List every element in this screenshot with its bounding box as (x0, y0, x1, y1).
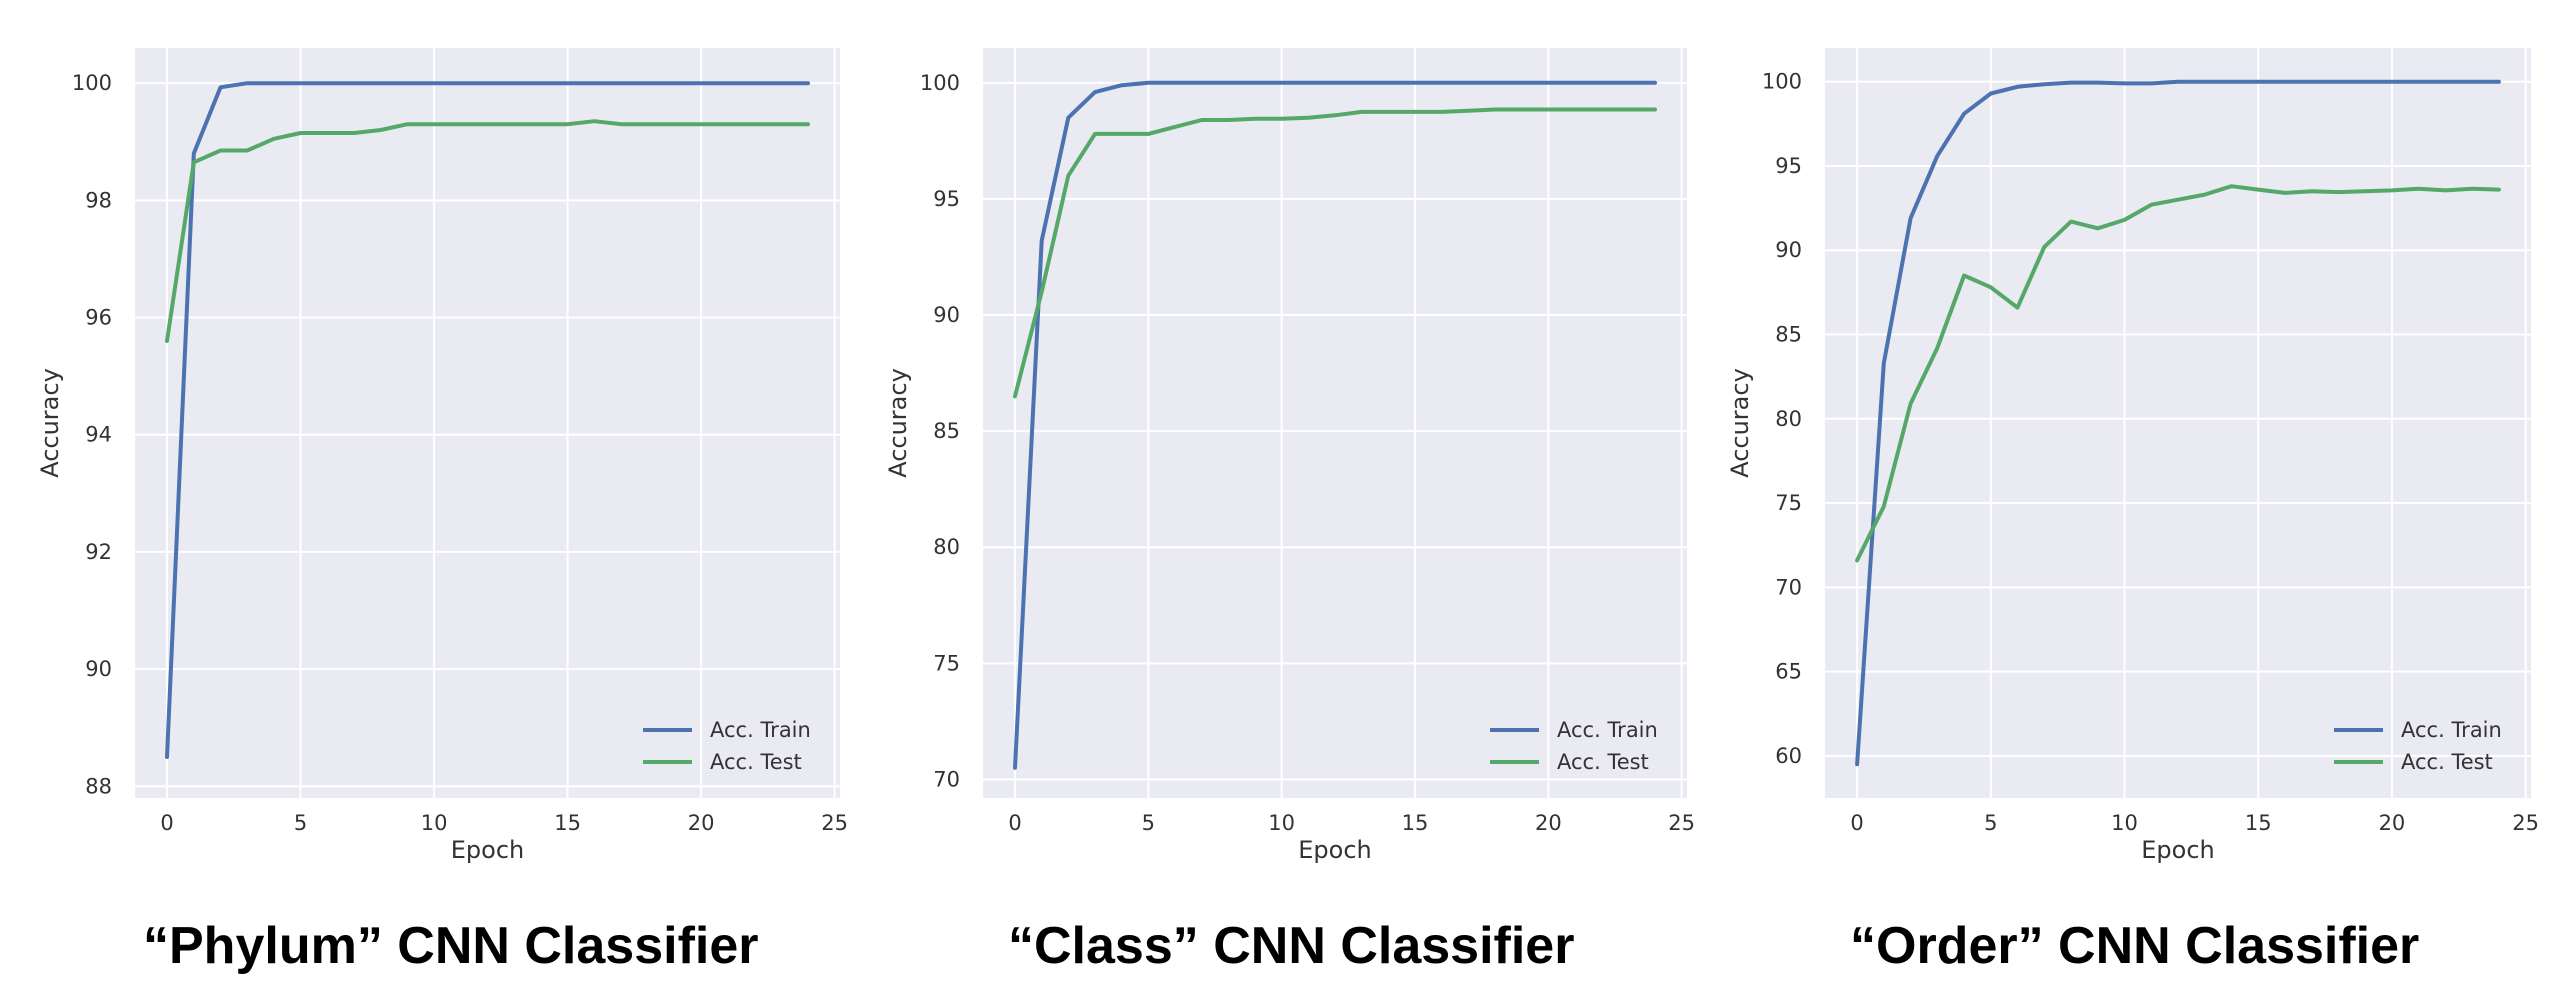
x-tick-label: 5 (1984, 811, 1997, 835)
chart-caption: “Class” CNN Classifier (1008, 917, 1574, 975)
legend: Acc. Train Acc. Test (2334, 718, 2502, 774)
legend: Acc. Train Acc. Test (1490, 718, 1658, 774)
y-tick-label: 94 (85, 423, 112, 447)
y-tick-label: 80 (1775, 407, 1802, 431)
chart-panel-2: 0 5 10 15 20 25 70 75 80 85 90 95 100 Epoch Accuracy Ac… (884, 48, 1695, 975)
y-tick-label: 80 (933, 535, 960, 559)
x-tick-label: 0 (1850, 811, 1863, 835)
plot-area (983, 48, 1687, 798)
x-tick-label: 15 (554, 811, 581, 835)
x-tick-label: 20 (2379, 811, 2406, 835)
legend-label: Acc. Test (710, 750, 802, 774)
x-tick-label: 10 (421, 811, 448, 835)
chart-caption: “Order” CNN Classifier (1850, 917, 2419, 975)
series-line-test (1855, 184, 2501, 563)
x-axis-label: Epoch (451, 836, 525, 864)
legend: Acc. Train Acc. Test (643, 718, 811, 774)
y-tick-label: 96 (85, 306, 112, 330)
legend-label: Acc. Test (1557, 750, 1649, 774)
x-tick-label: 20 (688, 811, 715, 835)
x-tick-label: 25 (2512, 811, 2539, 835)
x-tick-label: 5 (294, 811, 307, 835)
x-tick-label: 0 (1008, 811, 1021, 835)
x-axis-label: Epoch (2141, 836, 2215, 864)
y-axis-label: Accuracy (884, 368, 912, 478)
y-axis-label: Accuracy (1726, 368, 1754, 478)
y-tick-label: 98 (85, 188, 112, 212)
series-line-train (1013, 80, 1657, 770)
series-line-test (1013, 107, 1657, 399)
y-tick-label: 95 (1775, 154, 1802, 178)
x-tick-label: 15 (2245, 811, 2272, 835)
chart-caption: “Phylum” CNN Classifier (143, 917, 759, 975)
chart-panel-1: 0 5 10 15 20 25 88 90 92 94 96 98 100 Epoch Accuracy Ac… (36, 48, 848, 975)
legend-label: Acc. Train (2401, 718, 2502, 742)
y-tick-label: 100 (920, 71, 960, 95)
x-tick-label: 20 (1535, 811, 1562, 835)
y-tick-label: 100 (1762, 70, 1802, 94)
y-tick-label: 70 (1775, 575, 1802, 599)
y-tick-label: 60 (1775, 744, 1802, 768)
legend-label: Acc. Test (2401, 750, 2493, 774)
y-tick-label: 85 (933, 419, 960, 443)
y-tick-label: 100 (72, 71, 112, 95)
x-tick-label: 15 (1402, 811, 1429, 835)
x-tick-label: 5 (1142, 811, 1155, 835)
series-line-test (165, 119, 810, 343)
series-line-train (1855, 79, 2501, 767)
plot-area (135, 48, 840, 798)
y-tick-label: 90 (933, 303, 960, 327)
y-axis-label: Accuracy (36, 368, 64, 478)
y-tick-label: 85 (1775, 323, 1802, 347)
x-tick-label: 25 (1668, 811, 1695, 835)
legend-label: Acc. Train (710, 718, 811, 742)
y-tick-label: 65 (1775, 660, 1802, 684)
y-tick-label: 75 (933, 651, 960, 675)
y-tick-label: 90 (85, 657, 112, 681)
y-tick-label: 92 (85, 540, 112, 564)
series-line-train (165, 81, 810, 759)
legend-label: Acc. Train (1557, 718, 1658, 742)
y-tick-label: 88 (85, 774, 112, 798)
x-tick-label: 10 (2111, 811, 2138, 835)
x-tick-label: 25 (821, 811, 848, 835)
y-tick-label: 95 (933, 187, 960, 211)
x-tick-label: 10 (1268, 811, 1295, 835)
y-tick-label: 70 (933, 767, 960, 791)
x-axis-label: Epoch (1298, 836, 1372, 864)
y-tick-label: 90 (1775, 238, 1802, 262)
chart-panel-3: 0 5 10 15 20 25 60 65 70 75 80 85 90 95 100 Epoch Accura… (1726, 48, 2539, 975)
x-tick-label: 0 (160, 811, 173, 835)
y-tick-label: 75 (1775, 491, 1802, 515)
plot-area (1825, 48, 2531, 798)
